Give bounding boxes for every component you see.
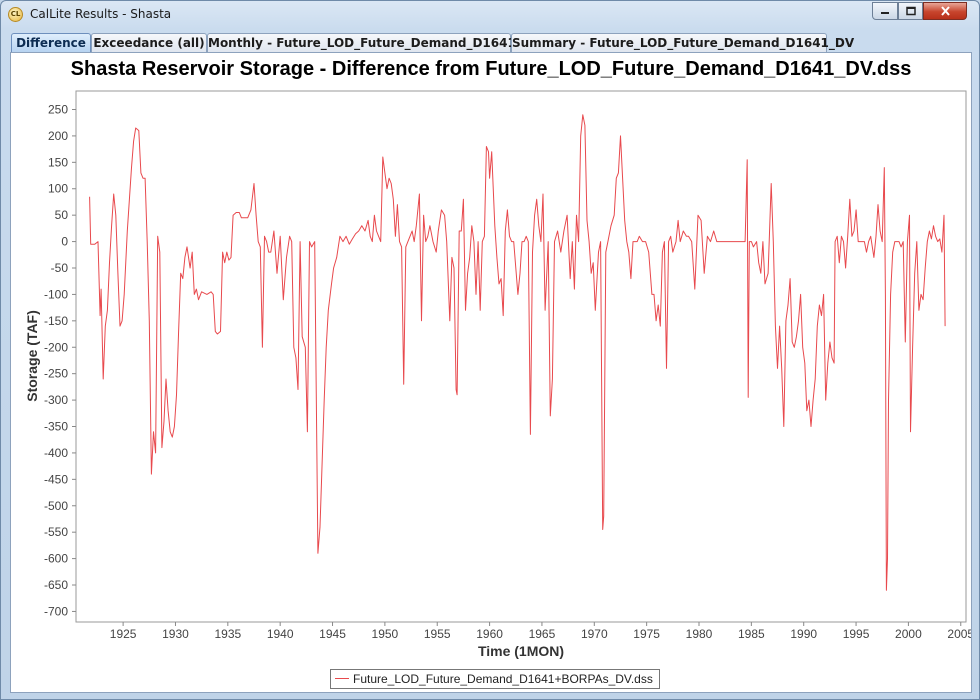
y-axis: 250 200 150 100 50 0 -50 -100 -150 -200 -250 -300 -3… (44, 102, 76, 618)
legend-swatch (335, 678, 349, 680)
chart-title: Shasta Reservoir Storage - Difference fr… (70, 58, 912, 80)
x-tick-label: 1940 (267, 627, 294, 641)
maximize-button[interactable] (898, 2, 923, 20)
x-tick-label: 1985 (738, 627, 765, 641)
y-tick-label: -450 (44, 472, 68, 486)
x-tick-label: 1955 (424, 627, 451, 641)
y-tick-label: -600 (44, 552, 68, 566)
x-tick-label: 1965 (529, 627, 556, 641)
x-axis-label: Time (1MON) (478, 643, 564, 659)
y-tick-label: -400 (44, 446, 68, 460)
x-tick-label: 1990 (790, 627, 817, 641)
y-tick-label: 200 (48, 129, 68, 143)
y-tick-label: -200 (44, 340, 68, 354)
y-tick-label: 100 (48, 182, 68, 196)
tab-exceedance[interactable]: Exceedance (all) (91, 33, 207, 52)
y-tick-label: -50 (51, 261, 69, 275)
y-tick-label: -250 (44, 367, 68, 381)
tab-monthly[interactable]: Monthly - Future_LOD_Future_Demand_D1641… (207, 33, 541, 52)
x-tick-label: 1925 (110, 627, 137, 641)
legend-label: Future_LOD_Future_Demand_D1641+BORPAs_DV… (353, 672, 653, 686)
y-tick-label: -100 (44, 287, 68, 301)
close-icon (940, 6, 950, 16)
y-tick-label: 150 (48, 155, 68, 169)
minimize-button[interactable] (872, 2, 898, 20)
y-tick-label: -650 (44, 578, 68, 592)
window-title: CalLite Results - Shasta (30, 7, 172, 21)
x-tick-label: 1945 (319, 627, 346, 641)
legend: Future_LOD_Future_Demand_D1641+BORPAs_DV… (330, 669, 660, 689)
y-tick-label: -700 (44, 604, 68, 618)
x-tick-label: 1930 (162, 627, 189, 641)
x-tick-label: 1995 (843, 627, 870, 641)
y-tick-label: -300 (44, 393, 68, 407)
y-axis-label: Storage (TAF) (24, 310, 40, 402)
x-tick-label: 1980 (686, 627, 713, 641)
series-group (89, 114, 946, 591)
x-tick-label: 1960 (476, 627, 503, 641)
x-axis: 1925 1930 1935 1940 1945 1950 1955 1960 1965 1970… (110, 622, 971, 641)
x-tick-label: 2005 (947, 627, 971, 641)
y-tick-label: -350 (44, 420, 68, 434)
tab-difference[interactable]: Difference (11, 33, 91, 52)
y-tick-label: -550 (44, 525, 68, 539)
close-button[interactable] (923, 2, 967, 20)
y-tick-label: -500 (44, 499, 68, 513)
minimize-icon (881, 12, 889, 14)
plot-area (75, 90, 967, 623)
x-tick-label: 1975 (633, 627, 660, 641)
chart-plot[interactable]: 250 200 150 100 50 0 -50 -100 -150 -200 -250 -300 -3… (11, 53, 971, 692)
y-tick-label: 0 (61, 235, 68, 249)
title-bar[interactable]: CL CalLite Results - Shasta (1, 1, 979, 29)
tab-summary[interactable]: Summary - Future_LOD_Future_Demand_D1641… (511, 33, 854, 52)
series-line (89, 114, 946, 591)
maximize-icon (905, 6, 916, 16)
y-tick-label: -150 (44, 314, 68, 328)
y-tick-label: 250 (48, 102, 68, 116)
y-tick-label: 50 (55, 208, 69, 222)
x-tick-label: 1950 (372, 627, 399, 641)
chart-panel: Shasta Reservoir Storage - Difference fr… (10, 52, 972, 693)
x-tick-label: 1935 (214, 627, 241, 641)
callite-app-icon[interactable]: CL (8, 7, 23, 22)
x-tick-label: 2000 (895, 627, 922, 641)
x-tick-label: 1970 (581, 627, 608, 641)
